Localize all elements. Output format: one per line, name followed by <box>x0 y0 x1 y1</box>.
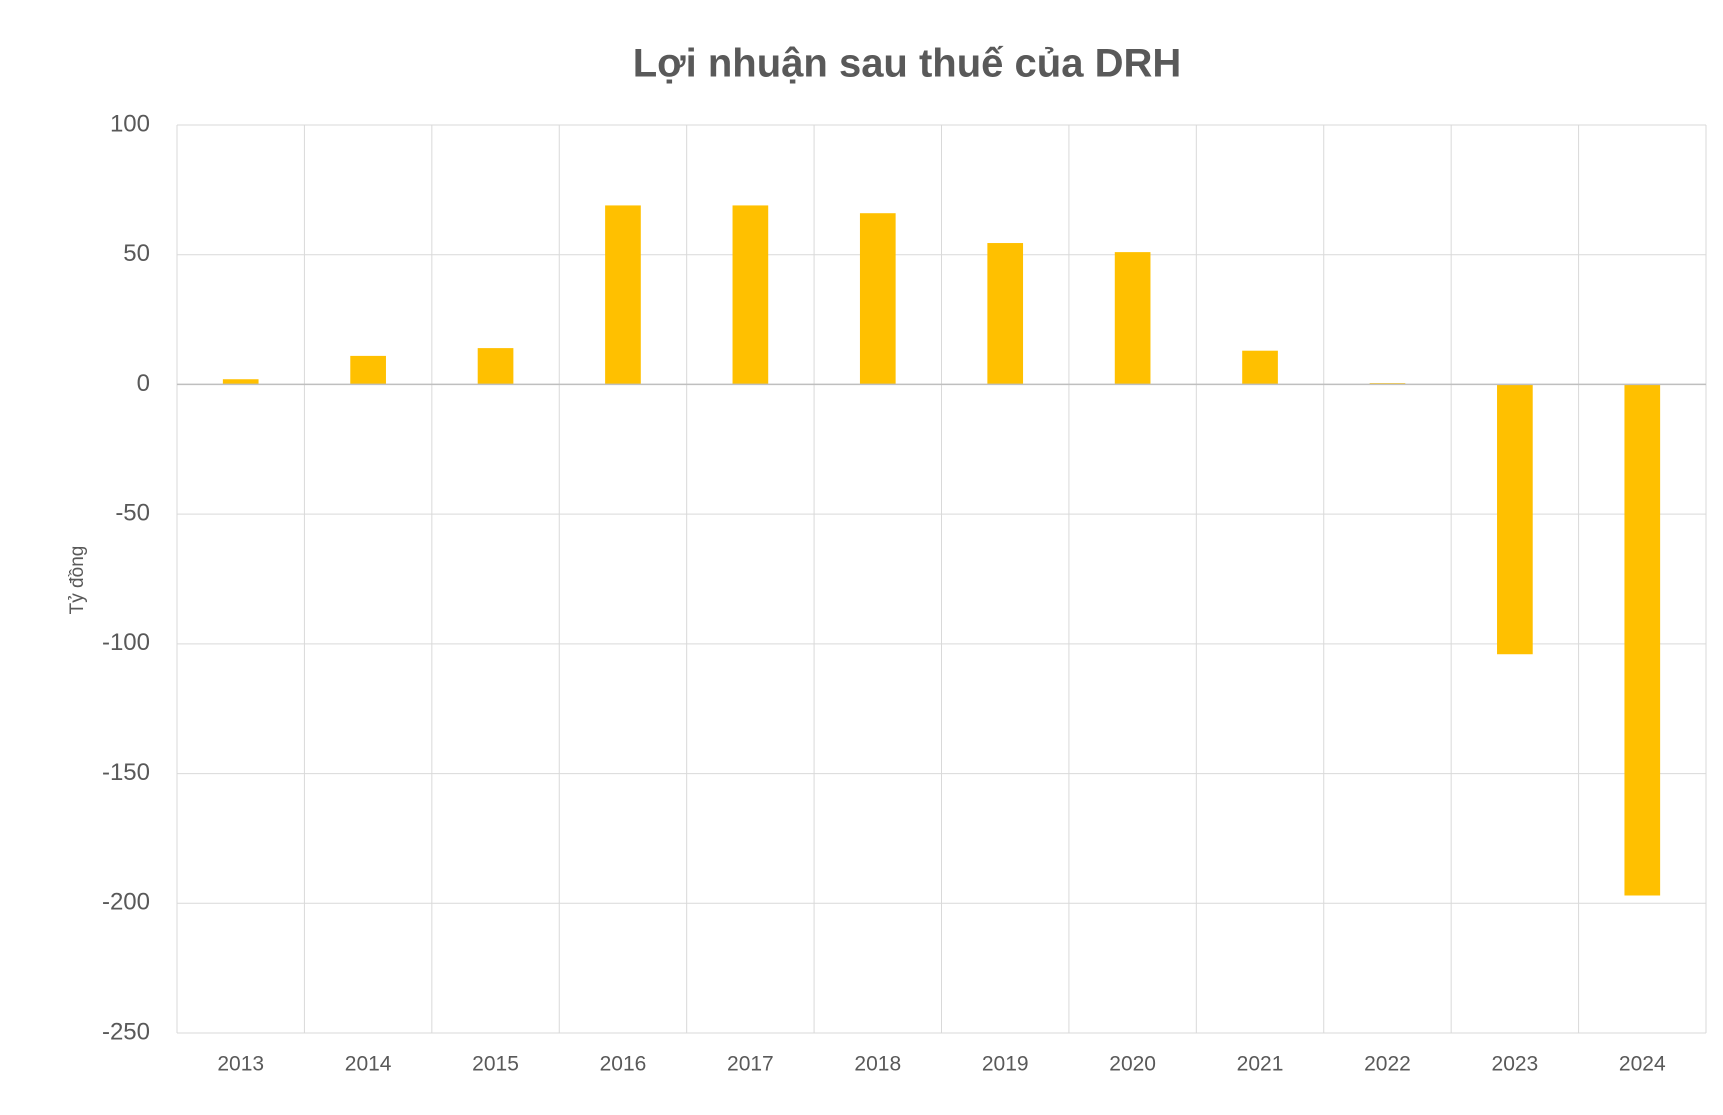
y-tick-label: -50 <box>115 499 150 526</box>
y-tick-label: -100 <box>102 629 150 656</box>
y-tick-label: -150 <box>102 759 150 786</box>
x-tick-label: 2021 <box>1237 1053 1284 1076</box>
x-tick-label: 2023 <box>1492 1053 1539 1076</box>
bar <box>1624 384 1661 896</box>
bar <box>350 355 386 385</box>
x-tick-label: 2024 <box>1619 1053 1666 1076</box>
y-tick-label: -200 <box>102 889 150 916</box>
bar <box>1497 384 1533 655</box>
y-tick-label: -250 <box>102 1018 150 1045</box>
y-tick-label: 50 <box>123 240 150 267</box>
bar <box>732 205 769 385</box>
x-tick-label: 2019 <box>982 1053 1029 1076</box>
y-tick-label: 100 <box>110 110 150 137</box>
x-tick-label: 2016 <box>600 1053 647 1076</box>
bar <box>1242 350 1278 385</box>
chart-title: Lợi nhuận sau thuế của DRH <box>633 42 1181 86</box>
x-tick-label: 2022 <box>1364 1053 1411 1076</box>
bar <box>605 205 641 385</box>
x-tick-label: 2014 <box>345 1053 392 1076</box>
bar <box>1114 252 1151 385</box>
bar <box>987 243 1024 385</box>
x-tick-label: 2018 <box>854 1053 901 1076</box>
bar <box>859 213 896 385</box>
y-axis-label: Tỷ đồng <box>67 546 88 615</box>
bar <box>222 379 259 385</box>
x-tick-label: 2015 <box>472 1053 519 1076</box>
x-tick-label: 2017 <box>727 1053 774 1076</box>
y-tick-label: 0 <box>137 370 150 397</box>
x-tick-label: 2020 <box>1109 1053 1156 1076</box>
x-tick-label: 2013 <box>217 1053 264 1076</box>
bar <box>477 348 514 385</box>
